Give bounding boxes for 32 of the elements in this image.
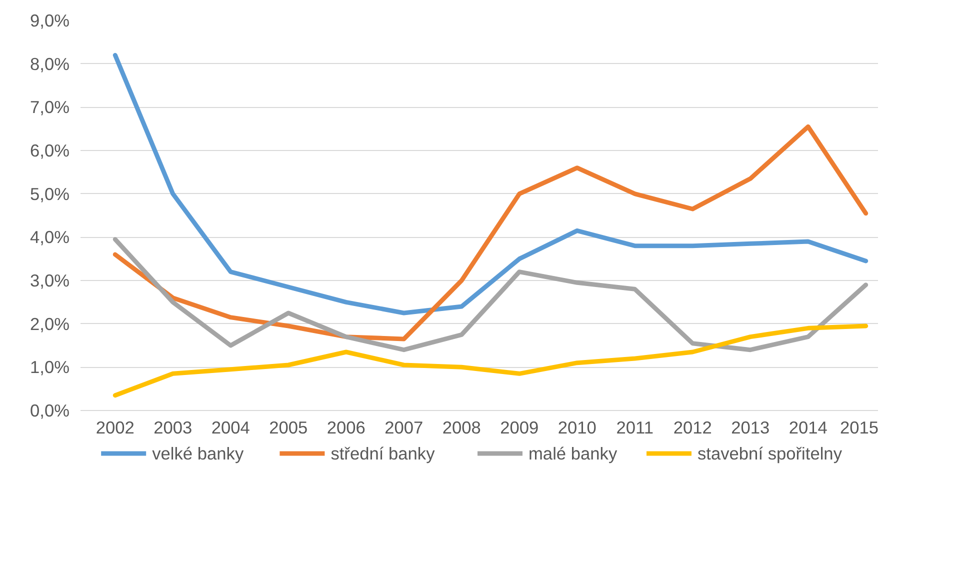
x-tick-label: 2007 (384, 418, 424, 438)
x-tick-label: 2005 (269, 418, 308, 438)
x-tick-label: 2011 (616, 418, 654, 438)
y-tick-label: 5,0% (30, 184, 70, 204)
legend-label: velké banky (152, 444, 244, 464)
x-tick-label: 2006 (326, 418, 366, 438)
line-series (112, 124, 868, 342)
legend-label: stavební spořitelny (698, 444, 842, 464)
x-tick-label: 2010 (558, 418, 596, 438)
x-tick-label: 2012 (673, 418, 712, 438)
y-tick-label: 8,0% (30, 54, 70, 74)
y-tick-label: 7,0% (30, 97, 70, 118)
y-tick-label: 4,0% (30, 227, 70, 248)
legend-label: malé banky (528, 444, 618, 464)
line-series (112, 237, 868, 352)
x-tick-label: 2008 (442, 418, 481, 438)
x-tick-label: 2014 (788, 418, 828, 438)
legend-label: střední banky (330, 444, 436, 464)
x-tick-label: 2015 (840, 418, 879, 438)
line-series (112, 52, 868, 316)
x-tick-label: 2013 (731, 418, 770, 438)
x-tick-label: 2009 (500, 418, 539, 438)
y-tick-label: 0,0% (30, 400, 70, 420)
y-tick-label: 3,0% (30, 270, 70, 290)
line-series (112, 324, 868, 398)
y-tick-label: 2,0% (30, 314, 70, 334)
x-tick-label: 2003 (154, 418, 192, 438)
y-tick-label: 1,0% (30, 357, 70, 378)
y-tick-label: 9,0% (30, 10, 70, 30)
x-tick-label: 2004 (211, 418, 250, 438)
y-tick-label: 6,0% (30, 140, 70, 160)
x-tick-label: 2002 (96, 418, 134, 438)
